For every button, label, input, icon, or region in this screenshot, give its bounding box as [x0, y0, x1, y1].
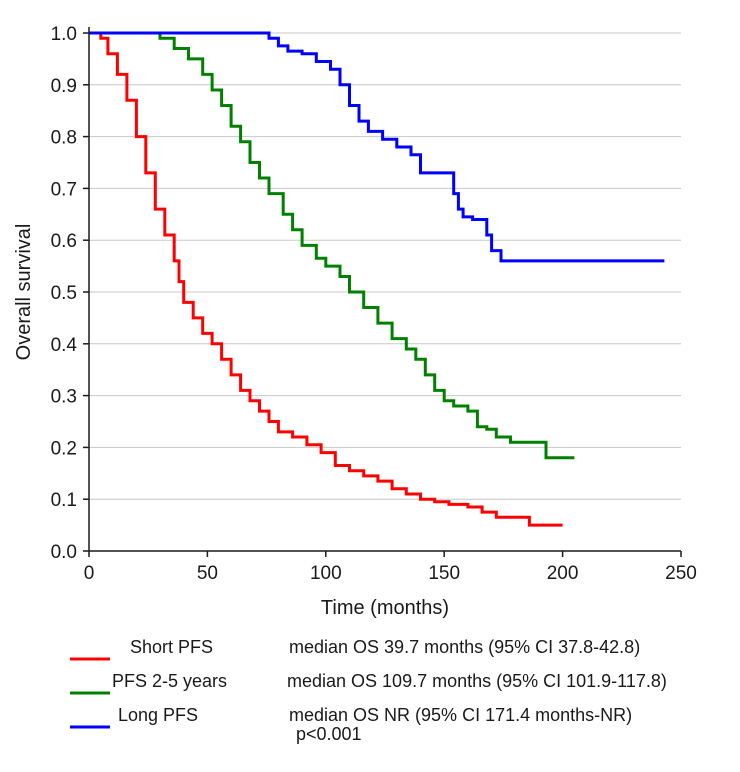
y-ticks: 0.0 0.1 0.2 0.3 0.4 0.5 0.6 0.7 0.8 0.9 1.0: [51, 24, 89, 563]
x-tick-label: 50: [197, 563, 218, 584]
series-lines: [89, 31, 665, 527]
x-tick-label: 0: [84, 563, 95, 584]
series-line-1: [89, 31, 575, 460]
y-tick-label: 0.6: [51, 231, 77, 252]
legend-median-text: median OS 109.7 months (95% CI 101.9-117…: [287, 671, 667, 691]
legend-median-text: median OS NR (95% CI 171.4 months-NR): [289, 705, 632, 725]
x-ticks: 0 50 100 150 200 250: [84, 551, 697, 584]
x-axis-title: Time (months): [321, 597, 449, 619]
y-tick-label: 0.3: [51, 387, 77, 408]
grid: [89, 32, 681, 500]
y-tick-label: 0.4: [51, 335, 78, 356]
legend-median-text: median OS 39.7 months (95% CI 37.8-42.8): [289, 637, 640, 657]
y-tick-label: 0.7: [51, 179, 77, 200]
x-tick-label: 250: [665, 563, 697, 584]
y-tick-label: 0.1: [51, 490, 77, 511]
y-axis-title: Overall survival: [13, 224, 35, 361]
y-tick-label: 0.5: [51, 283, 77, 304]
p-value: p<0.001: [296, 724, 362, 744]
y-tick-label: 0.2: [51, 438, 77, 459]
legend-series-name: Long PFS: [118, 705, 198, 725]
y-tick-label: 1.0: [51, 24, 77, 45]
y-tick-label: 0.9: [51, 76, 77, 97]
legend: Short PFS median OS 39.7 months (95% CI 3…: [70, 637, 667, 729]
y-tick-label: 0.8: [51, 128, 77, 149]
x-tick-label: 100: [310, 563, 342, 584]
x-tick-label: 150: [428, 563, 460, 584]
axes: [88, 27, 681, 552]
series-line-2: [89, 31, 665, 263]
legend-series-name: Short PFS: [130, 637, 213, 657]
series-line-0: [89, 31, 563, 527]
legend-series-name: PFS 2-5 years: [112, 671, 227, 691]
y-tick-label: 0.0: [51, 542, 77, 563]
x-tick-label: 200: [547, 563, 579, 584]
